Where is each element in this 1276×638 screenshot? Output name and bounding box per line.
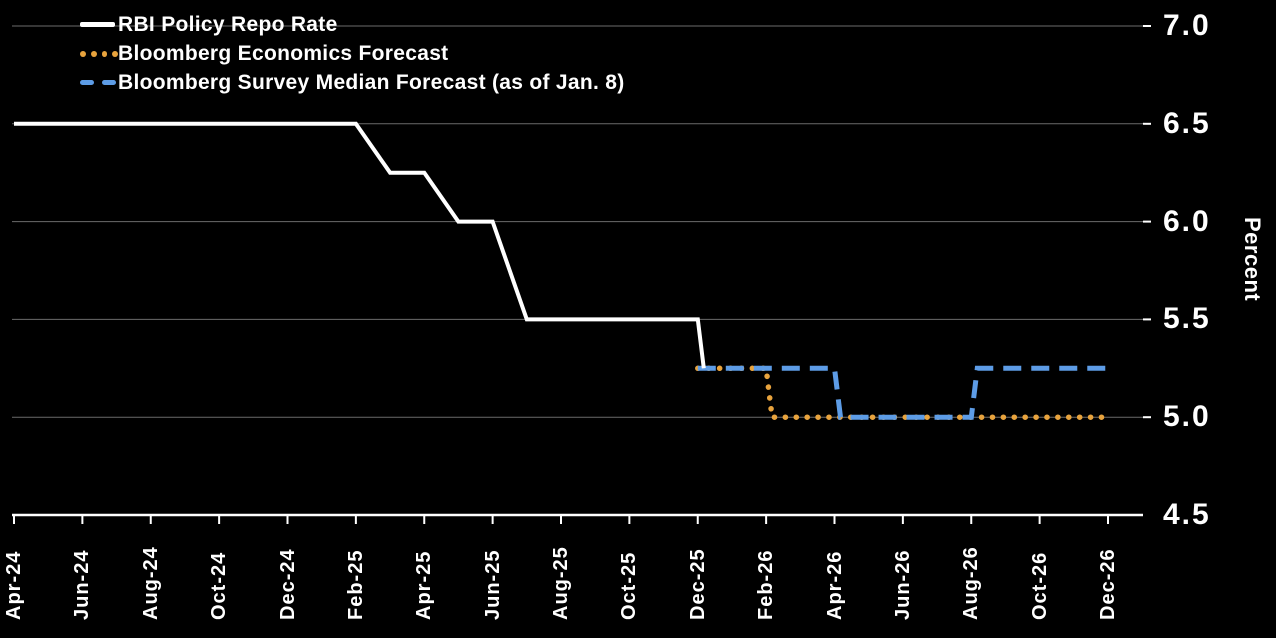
x-axis-label: Jun-26	[891, 549, 914, 620]
x-axis-label: Aug-25	[550, 546, 572, 620]
x-axis-label: Oct-25	[618, 551, 641, 620]
y-axis-label: 5.5	[1163, 302, 1211, 336]
x-axis-label: Apr-26	[823, 550, 846, 620]
x-axis-label: Jun-25	[481, 549, 504, 620]
legend-item-survey-forecast: Bloomberg Survey Median Forecast (as of …	[80, 68, 625, 97]
dashed-line-swatch-icon	[80, 80, 118, 85]
legend-label: Bloomberg Economics Forecast	[118, 41, 449, 65]
x-axis-label: Dec-24	[276, 548, 299, 620]
series-line-dotted	[695, 365, 1111, 420]
x-axis-label: Aug-26	[960, 546, 983, 620]
x-axis-label: Feb-25	[344, 549, 367, 620]
y-axis-label: 5.0	[1163, 400, 1211, 434]
legend-label: Bloomberg Survey Median Forecast (as of …	[118, 70, 625, 94]
x-axis-label: Feb-26	[755, 549, 778, 620]
legend-label: RBI Policy Repo Rate	[118, 12, 338, 36]
x-axis-label: Oct-26	[1028, 551, 1051, 620]
legend-item-repo-rate: RBI Policy Repo Rate	[80, 10, 625, 39]
y-axis-title: Percent	[1240, 217, 1265, 302]
legend-item-economics-forecast: Bloomberg Economics Forecast	[80, 39, 625, 68]
x-axis-label: Oct-24	[208, 551, 231, 620]
y-axis-label: 6.0	[1163, 204, 1211, 238]
x-axis-label: Dec-25	[686, 548, 709, 620]
y-axis-label: 4.5	[1163, 498, 1211, 531]
chart-legend: RBI Policy Repo Rate Bloomberg Economics…	[80, 10, 625, 97]
x-axis-label: Aug-24	[139, 546, 162, 620]
x-axis-label: Dec-26	[1097, 548, 1119, 620]
solid-line-swatch-icon	[80, 22, 118, 27]
dotted-line-swatch-icon	[80, 50, 118, 57]
y-axis-label: 7.0	[1163, 9, 1211, 42]
series-line-solid	[14, 121, 706, 369]
x-axis-label: Apr-25	[413, 550, 436, 620]
series-line-dashed	[697, 365, 1108, 420]
x-axis-label: Jun-24	[71, 549, 94, 620]
x-axis-label: Apr-24	[3, 550, 25, 620]
y-axis-label: 6.5	[1163, 106, 1211, 140]
